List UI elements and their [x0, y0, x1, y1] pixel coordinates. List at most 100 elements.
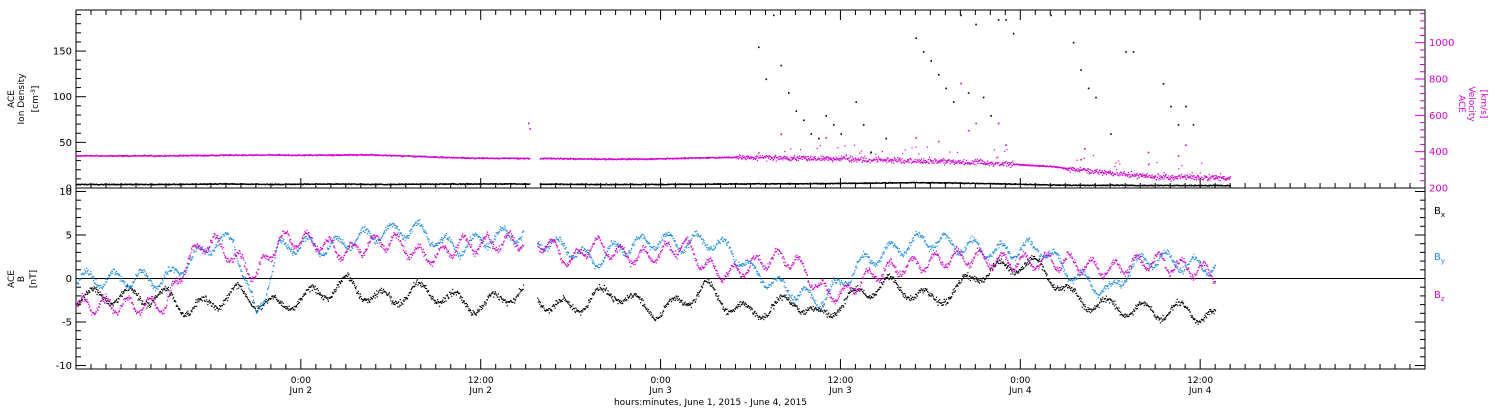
velocity-point: [355, 154, 357, 156]
velocity-point: [745, 159, 747, 161]
velocity-point: [1086, 169, 1088, 171]
velocity-point: [839, 158, 841, 160]
density-point: [174, 183, 176, 185]
density-point: [563, 184, 565, 186]
velocity-point: [229, 154, 231, 156]
velocity-point: [1104, 172, 1106, 174]
velocity-point: [1076, 159, 1078, 161]
density-point: [746, 183, 748, 186]
velocity-point: [831, 159, 833, 161]
velocity-point: [875, 156, 877, 159]
velocity-point: [460, 157, 463, 159]
velocity-point: [971, 163, 973, 165]
velocity-point: [268, 153, 270, 155]
velocity-point: [1105, 170, 1107, 172]
velocity-point: [839, 160, 841, 162]
velocity-point: [920, 158, 923, 160]
velocity-point: [124, 155, 126, 157]
density-point: [690, 184, 692, 186]
density-point: [1005, 183, 1007, 185]
velocity-point: [608, 158, 611, 160]
velocity-point: [1092, 154, 1094, 157]
velocity-point: [982, 163, 984, 165]
velocity-point: [746, 156, 748, 158]
velocity-point: [1101, 170, 1103, 172]
density-point: [1121, 184, 1123, 186]
velocity-point: [1070, 166, 1072, 168]
velocity-point: [1009, 161, 1011, 164]
top-x-ticks: [75, 10, 1426, 188]
velocity-point: [950, 160, 952, 162]
velocity-point: [552, 158, 554, 160]
velocity-point: [976, 158, 978, 160]
velocity-point: [215, 155, 217, 157]
velocity-point: [1136, 178, 1138, 180]
density-point: [743, 183, 745, 185]
density-point: [1125, 185, 1127, 187]
velocity-point: [835, 159, 838, 161]
velocity-point: [463, 156, 465, 159]
density-point: [469, 183, 472, 185]
velocity-point: [831, 161, 834, 163]
velocity-point: [1039, 165, 1041, 167]
density-point: [1106, 184, 1108, 186]
velocity-point: [315, 154, 317, 156]
y2-tick-label: 800: [1429, 75, 1448, 86]
velocity-point: [1056, 167, 1058, 169]
velocity-point: [854, 157, 856, 159]
velocity-point: [814, 155, 816, 158]
velocity-point: [965, 159, 968, 161]
density-point: [444, 183, 446, 185]
y2-tick-label: 1000: [1429, 38, 1454, 49]
velocity-point: [237, 155, 240, 157]
velocity-point: [919, 162, 921, 164]
velocity-point: [1117, 173, 1119, 175]
velocity-point: [390, 154, 392, 157]
velocity-point: [626, 158, 628, 160]
velocity-point: [753, 157, 755, 159]
velocity-point: [901, 157, 903, 160]
velocity-point: [821, 157, 823, 160]
velocity-point: [1115, 173, 1117, 175]
velocity-point: [1072, 167, 1074, 169]
velocity-point: [966, 163, 968, 165]
velocity-point: [1082, 169, 1084, 171]
density-point: [674, 183, 676, 185]
velocity-point: [731, 156, 733, 158]
density-point: [137, 184, 139, 186]
density-point: [1009, 183, 1011, 185]
velocity-point: [956, 151, 959, 153]
density-point: [1014, 183, 1016, 185]
velocity-point: [841, 159, 843, 161]
density-point: [130, 183, 132, 185]
velocity-point: [652, 158, 655, 160]
density-point: [152, 183, 154, 185]
velocity-point: [1005, 162, 1007, 164]
velocity-point: [1117, 160, 1120, 162]
velocity-point: [968, 162, 970, 164]
velocity-point: [765, 154, 767, 157]
velocity-point: [917, 161, 919, 163]
velocity-point: [1103, 169, 1106, 171]
velocity-point: [223, 155, 225, 157]
velocity-point: [828, 159, 830, 161]
velocity-point: [1089, 171, 1091, 174]
velocity-point: [766, 160, 768, 162]
velocity-point: [748, 158, 750, 160]
velocity-point: [1071, 169, 1073, 171]
velocity-point: [1148, 174, 1151, 176]
velocity-point: [773, 156, 775, 158]
velocity-point: [818, 159, 820, 161]
velocity-point: [837, 158, 839, 160]
velocity-point: [602, 158, 604, 161]
density-point: [116, 183, 118, 185]
density-point: [1024, 184, 1026, 186]
density-point: [151, 183, 153, 185]
velocity-point: [1078, 169, 1080, 171]
velocity-point: [442, 156, 444, 158]
velocity-point: [360, 154, 362, 156]
density-point: [1104, 184, 1106, 186]
velocity-point: [1130, 170, 1133, 172]
velocity-point: [891, 162, 893, 164]
velocity-point: [1110, 174, 1112, 176]
